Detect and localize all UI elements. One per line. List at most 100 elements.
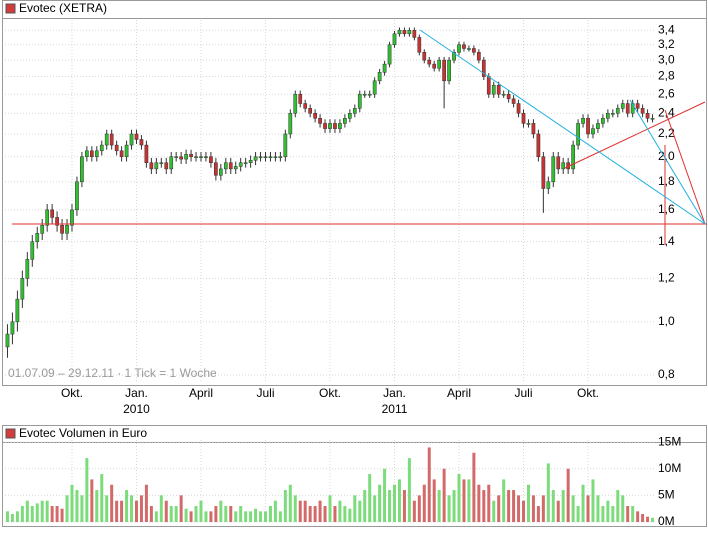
volume-bar [621,495,625,522]
y-tick-label: 1,0 [658,314,675,328]
candle-body [20,278,25,300]
y-tick-label: 2,8 [658,69,675,83]
candle-body [70,209,74,226]
volume-bar [105,495,109,522]
trend-lines [12,29,707,245]
volume-bar [298,500,302,522]
volume-bar [164,500,168,522]
volume-bar [70,484,74,522]
volume-bar [10,514,14,522]
volume-bar [100,474,104,522]
y-tick-label: 10M [658,461,681,475]
candle-body [392,33,397,45]
candle-body [263,156,268,158]
candle-body [293,93,298,114]
candle-body [382,63,387,73]
volume-bar [263,511,267,522]
candle-body [447,59,451,82]
candle-body [144,144,149,163]
trend-line [419,29,706,225]
candle-body [328,123,332,129]
candle-body [467,48,471,50]
candle-body [119,150,124,157]
volume-bar [25,500,29,522]
candle-body [412,30,417,38]
candle-body [546,181,551,189]
x-tick-label: April [447,386,471,400]
candle-body [114,144,119,152]
volume-bar [507,490,511,522]
candle-body [233,166,238,170]
candle-body [496,84,501,95]
volume-bar [358,500,362,522]
volume-bar [477,484,481,522]
volume-bar [184,508,188,522]
candle-body [462,44,466,49]
x-tick-label: Okt. [61,386,83,400]
volume-bar [427,447,431,522]
volume-bar [229,506,233,522]
volume-bar [259,511,263,522]
candle-body [343,118,347,124]
volume-bar [363,490,367,522]
candle-body [169,156,174,170]
price-frame [2,0,707,386]
candle-body [194,156,198,158]
candle-body [10,321,15,335]
candle-body [109,133,114,146]
volume-bar [561,490,565,522]
candle-body [437,59,442,69]
candle-body [25,259,30,279]
candle-body [402,30,407,35]
candle-body [278,156,283,158]
volume-bar [378,484,382,522]
volume-bar [422,484,426,522]
volume-bar [125,490,129,522]
candle-body [214,162,218,176]
candle-body [377,72,382,82]
volume-bar [35,503,39,522]
volume-bar [338,500,342,522]
x-tick-label: Juli [515,386,533,400]
candle-body [149,162,154,170]
volume-bar [40,500,44,522]
candle-body [85,150,89,157]
candle-body [40,224,45,234]
y-tick-label: 3,4 [658,22,675,36]
volume-bar [80,495,84,522]
volume-bar [492,500,496,522]
volume-bar [512,490,516,522]
candle-body [50,209,54,218]
legend-label: Evotec Volumen in Euro [19,426,147,440]
volume-bar [224,506,228,522]
volume-bar [130,495,134,522]
y-tick-label: 5M [658,488,675,502]
volume-bar [75,490,79,522]
volume-bar [641,514,645,522]
volume-bar [244,511,248,522]
x-tick-year: 2010 [123,402,150,416]
candle-body [5,333,10,348]
candle-body [30,241,35,260]
candle-body [601,118,605,124]
candle-body [387,44,392,65]
y-tick-label: 0,8 [658,367,675,381]
volume-bar [283,490,287,522]
candle-body [283,133,288,157]
volume-bar [442,468,446,522]
candle-body [318,118,322,124]
volume-bar [120,500,124,522]
y-tick-label: 2,6 [658,86,675,100]
candle-body [596,123,600,129]
volume-bar [15,511,19,522]
candle-body [511,98,516,104]
candle-body [625,103,630,114]
volume-bar [239,506,243,522]
volume-bar [517,495,521,522]
candle-body [228,162,233,170]
volume-bar [5,511,9,522]
candle-body [472,48,476,53]
volume-bar [85,458,89,522]
candle-body [347,113,352,119]
